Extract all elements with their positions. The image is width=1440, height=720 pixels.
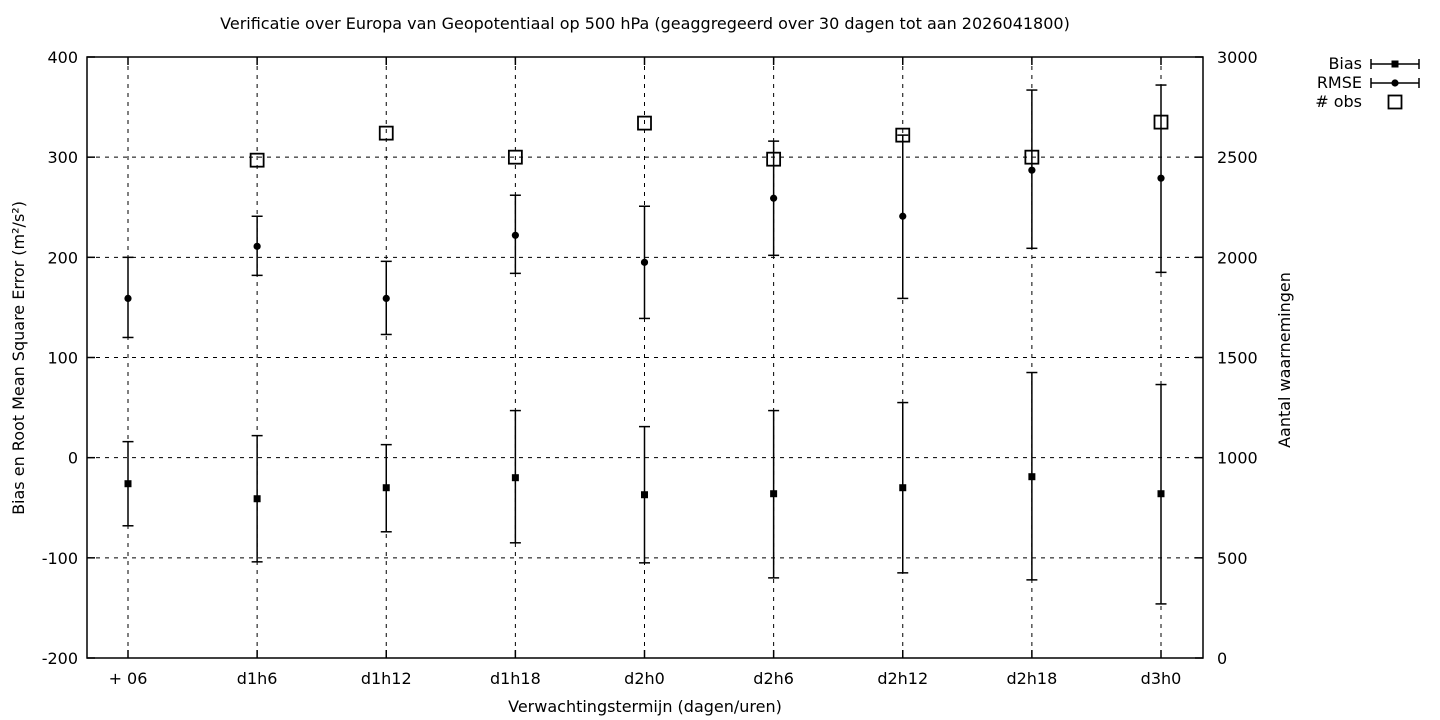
y-right-tick-label: 1000 <box>1217 449 1258 468</box>
rmse-marker <box>640 258 649 266</box>
y-left-tick-label: 400 <box>47 48 78 67</box>
x-tick-label: d1h12 <box>361 669 412 688</box>
y-left-tick-label: 300 <box>47 148 78 167</box>
obs-marker <box>1153 114 1169 130</box>
legend-label: # obs <box>1315 92 1362 111</box>
bias-marker <box>253 495 261 503</box>
y-right-tick-label: 2000 <box>1217 248 1258 267</box>
rmse-marker <box>124 294 132 303</box>
bias-marker <box>1157 490 1165 498</box>
legend-marker <box>1391 60 1399 68</box>
bias-marker <box>511 474 519 482</box>
y-left-tick-label: -200 <box>42 649 78 668</box>
rmse-marker <box>770 194 778 202</box>
y-right-tick-label: 3000 <box>1217 48 1258 67</box>
bias-marker <box>641 491 648 499</box>
bias-marker <box>382 484 390 492</box>
obs-marker <box>378 125 394 141</box>
obs-marker <box>507 149 523 165</box>
legend-label: RMSE <box>1317 73 1362 92</box>
obs-marker <box>895 127 911 143</box>
y-right-tick-label: 500 <box>1217 549 1248 568</box>
y-left-tick-label: 0 <box>68 449 78 468</box>
rmse-marker <box>899 212 907 220</box>
chart-generated-content: 4003002001000-100-2003000250020001500100… <box>42 48 1420 688</box>
chart-title: Verificatie over Europa van Geopotentiaa… <box>220 14 1070 33</box>
bias-marker <box>770 490 778 498</box>
y-right-tick-label: 2500 <box>1217 148 1258 167</box>
bias-marker <box>899 484 907 492</box>
x-tick-label: d1h18 <box>490 669 541 688</box>
y-left-tick-label: 200 <box>47 248 78 267</box>
x-tick-label: d3h0 <box>1141 669 1182 688</box>
bias-marker <box>1028 473 1036 481</box>
x-tick-label: d2h0 <box>624 669 665 688</box>
legend-marker <box>1387 94 1403 110</box>
x-tick-label: + 06 <box>109 669 148 688</box>
y-right-axis-label: Aantal waarnemingen <box>1275 272 1294 448</box>
rmse-marker <box>1028 166 1036 174</box>
x-tick-label: d1h6 <box>237 669 278 688</box>
rmse-marker <box>253 242 261 250</box>
x-tick-label: d2h12 <box>877 669 928 688</box>
rmse-marker <box>382 294 390 303</box>
x-tick-label: d2h18 <box>1006 669 1057 688</box>
y-right-tick-label: 1500 <box>1217 349 1258 368</box>
y-left-tick-label: 100 <box>47 349 78 368</box>
obs-marker <box>766 151 782 167</box>
rmse-marker <box>1157 174 1165 182</box>
bias-marker <box>124 480 132 488</box>
y-left-axis-label: Bias en Root Mean Square Error (m²/s²) <box>9 201 28 515</box>
x-axis-label: Verwachtingstermijn (dagen/uren) <box>508 697 782 716</box>
rmse-marker <box>511 231 519 239</box>
x-tick-label: d2h6 <box>753 669 794 688</box>
legend-label: Bias <box>1328 54 1362 73</box>
obs-marker <box>1024 149 1040 165</box>
y-right-tick-label: 0 <box>1217 649 1227 668</box>
obs-marker <box>249 152 265 168</box>
y-left-tick-label: -100 <box>42 549 78 568</box>
obs-marker <box>637 115 652 131</box>
legend-marker <box>1391 79 1399 87</box>
